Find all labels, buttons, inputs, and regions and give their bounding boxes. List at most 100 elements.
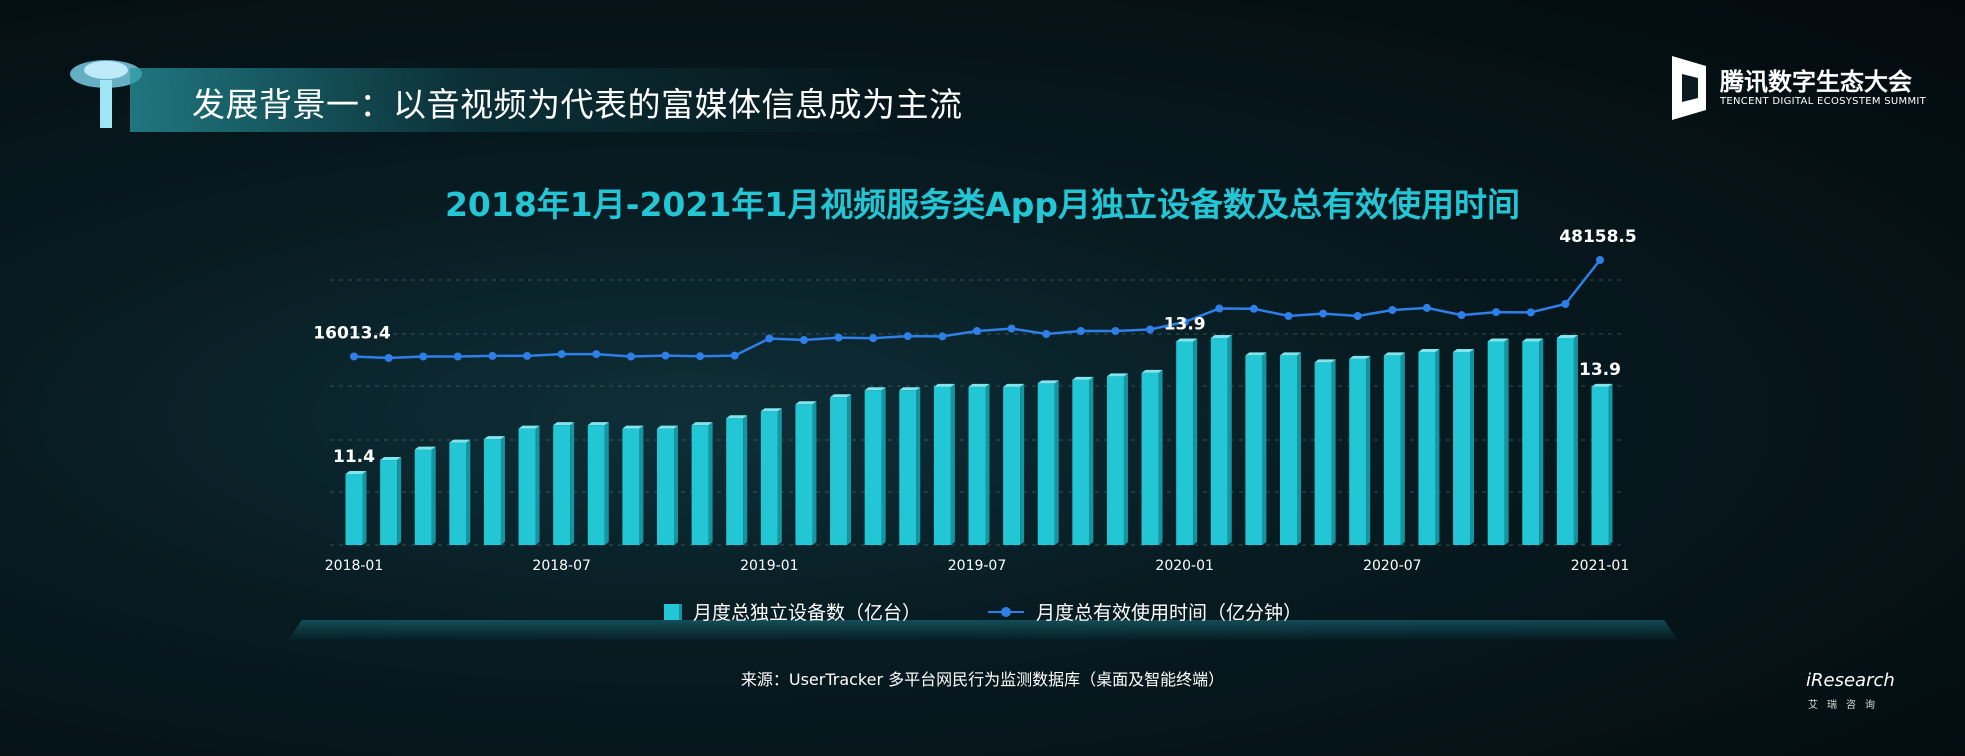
line-point <box>1284 311 1293 320</box>
bar-side <box>1089 376 1094 545</box>
line-point <box>799 335 808 344</box>
line-point <box>488 351 497 360</box>
bar <box>518 428 536 545</box>
bar-top <box>1280 352 1301 356</box>
x-tick-label: 2018-07 <box>532 558 591 574</box>
logo-title: 腾讯数字生态大会 <box>1720 68 1912 96</box>
bar <box>1176 341 1194 545</box>
bar <box>587 425 605 545</box>
line-point <box>1388 305 1397 314</box>
line-point <box>350 352 358 361</box>
bar <box>795 404 813 545</box>
bar <box>760 411 778 545</box>
line-point <box>1457 311 1466 320</box>
bar-side <box>1054 380 1059 545</box>
bar-side <box>1539 338 1544 545</box>
header-bar <box>130 68 900 132</box>
line-point <box>1319 309 1328 318</box>
bar-top <box>483 436 505 440</box>
bar-top <box>1106 373 1128 377</box>
bar <box>830 397 848 545</box>
bar-side <box>570 422 575 545</box>
flower-decoration-icon <box>70 60 142 128</box>
bar-side <box>604 422 609 545</box>
bar-side <box>1262 352 1267 545</box>
bar-side <box>1227 335 1232 545</box>
line-point <box>1215 304 1224 313</box>
bar <box>1418 351 1436 545</box>
bar-top <box>1349 355 1371 359</box>
bar-top <box>830 394 852 398</box>
line-point <box>1353 311 1362 320</box>
bar <box>1280 355 1297 545</box>
line-point <box>626 352 635 361</box>
bar <box>1314 362 1332 545</box>
iresearch-watermark: iResearch 艾瑞咨询 <box>1800 666 1910 716</box>
bar-top <box>587 422 609 426</box>
bar <box>449 442 467 545</box>
bar <box>1349 358 1367 545</box>
bar-top <box>933 383 955 387</box>
bar <box>414 449 432 545</box>
line-point <box>973 326 981 335</box>
bar-top <box>1003 383 1025 387</box>
bar-side <box>1608 383 1613 545</box>
bar-top <box>1072 376 1094 380</box>
bar <box>899 390 917 545</box>
bar-value-label: 13.9 <box>1579 360 1621 380</box>
bar-top <box>968 383 990 387</box>
bar-side <box>362 471 367 545</box>
bar-side <box>466 439 471 545</box>
bar-top <box>864 387 886 391</box>
legend-label-devices: 月度总独立设备数（亿台） <box>693 602 922 624</box>
line-point <box>1492 308 1501 317</box>
bar-side <box>1331 359 1336 545</box>
summit-logo-icon <box>1672 56 1706 120</box>
line-point <box>1561 299 1570 308</box>
bar <box>622 428 640 545</box>
legend-item-usage-time: 月度总有效使用时间（亿分钟） <box>988 598 1302 625</box>
bar-top <box>1522 338 1544 342</box>
bar-side <box>397 457 402 545</box>
x-tick-label: 2018-01 <box>325 558 384 574</box>
series-line <box>353 259 1601 360</box>
bar <box>553 425 571 545</box>
bar <box>1487 341 1505 545</box>
bar <box>1003 386 1021 545</box>
bar-side <box>743 415 748 545</box>
tencent-summit-logo: 腾讯数字生态大会 TENCENT DIGITAL ECOSYSTEM SUMMI… <box>1668 52 1928 132</box>
x-tick-label: 2019-01 <box>740 558 799 574</box>
bar <box>483 439 501 545</box>
bar-side <box>1297 352 1301 545</box>
line-point <box>1249 304 1258 313</box>
bar-top <box>345 471 367 474</box>
bar <box>1210 338 1228 545</box>
bar-top <box>1591 383 1613 387</box>
bar <box>1453 351 1471 545</box>
bar-value-label: 13.9 <box>1164 314 1206 334</box>
line-point <box>834 333 843 342</box>
chart-title: 2018年1月-2021年1月视频服务类App月独立设备数及总有效使用时间 <box>444 185 1521 224</box>
source-note: 来源：UserTracker 多平台网民行为监测数据库（桌面及智能终端） <box>740 670 1225 689</box>
bar-side <box>674 425 678 545</box>
bar-side <box>812 401 817 545</box>
bar-side <box>1435 348 1440 545</box>
bar-side <box>500 436 505 545</box>
watermark-sub: 艾瑞咨询 <box>1808 700 1884 711</box>
line-point <box>557 350 566 359</box>
bar <box>1072 379 1090 545</box>
line-point <box>384 354 393 362</box>
bar-side <box>1470 348 1475 545</box>
bar <box>1522 341 1540 545</box>
bar-side <box>1504 338 1509 545</box>
bar <box>691 425 709 545</box>
legend-item-devices: 月度总独立设备数（亿台） <box>664 598 921 625</box>
bar-top <box>414 446 436 450</box>
bar <box>1383 355 1401 545</box>
bar-top <box>691 422 713 426</box>
bar-top <box>622 425 644 429</box>
line-point <box>1422 303 1431 312</box>
bar-top <box>1176 338 1198 342</box>
legend-bar-swatch <box>664 603 679 620</box>
